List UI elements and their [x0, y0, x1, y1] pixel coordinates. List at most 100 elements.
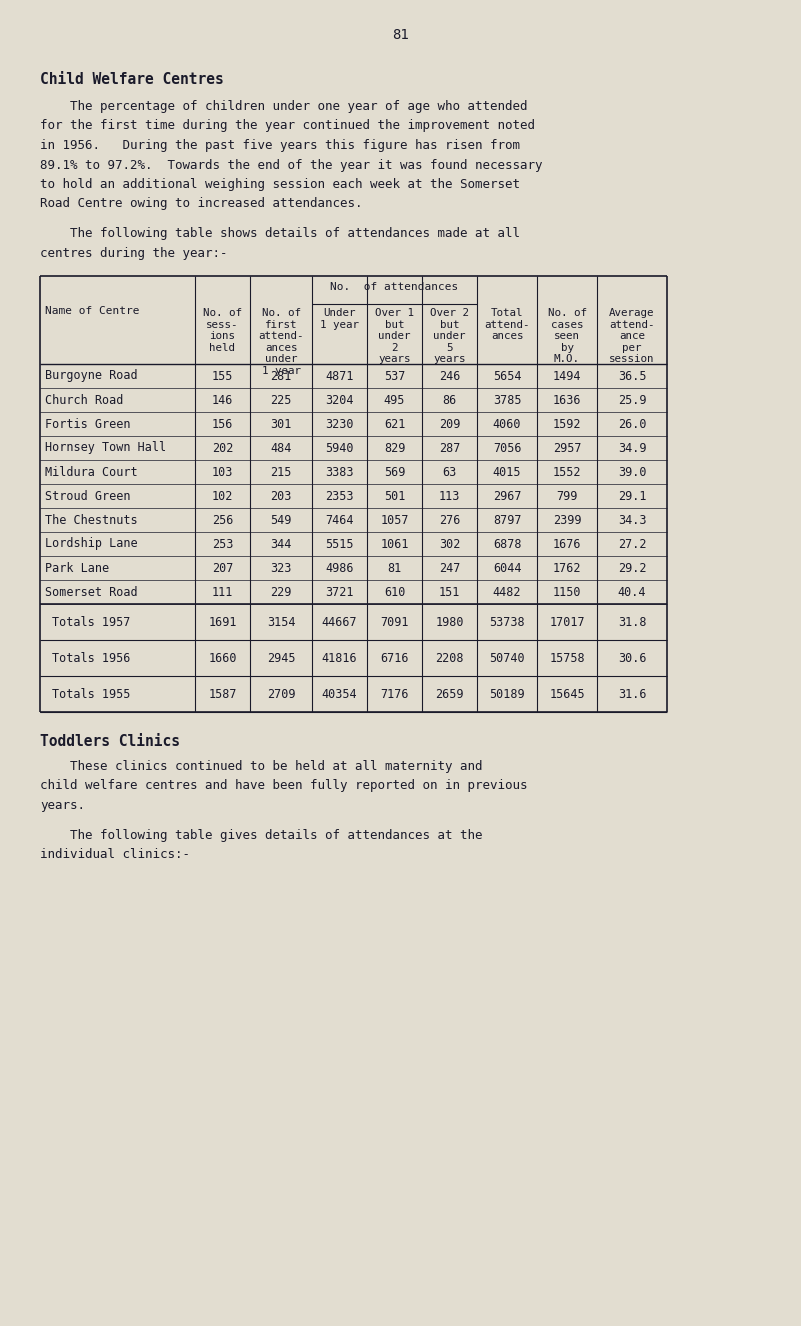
Text: Child Welfare Centres: Child Welfare Centres — [40, 72, 223, 88]
Text: 501: 501 — [384, 489, 405, 503]
Text: 799: 799 — [557, 489, 578, 503]
Text: 7464: 7464 — [325, 513, 354, 526]
Text: 40.4: 40.4 — [618, 586, 646, 598]
Text: Totals 1957: Totals 1957 — [52, 615, 131, 629]
Text: The following table shows details of attendances made at all: The following table shows details of att… — [40, 227, 520, 240]
Text: 7056: 7056 — [493, 442, 521, 455]
Text: 44667: 44667 — [322, 615, 357, 629]
Text: 323: 323 — [270, 561, 292, 574]
Text: Total
attend-
ances: Total attend- ances — [485, 308, 529, 341]
Text: 6878: 6878 — [493, 537, 521, 550]
Text: 281: 281 — [270, 370, 292, 382]
Text: 26.0: 26.0 — [618, 418, 646, 431]
Text: 344: 344 — [270, 537, 292, 550]
Text: 41816: 41816 — [322, 651, 357, 664]
Text: 2967: 2967 — [493, 489, 521, 503]
Text: 202: 202 — [211, 442, 233, 455]
Text: 829: 829 — [384, 442, 405, 455]
Text: 484: 484 — [270, 442, 292, 455]
Text: 34.9: 34.9 — [618, 442, 646, 455]
Text: 5515: 5515 — [325, 537, 354, 550]
Text: 146: 146 — [211, 394, 233, 407]
Text: 3721: 3721 — [325, 586, 354, 598]
Text: 549: 549 — [270, 513, 292, 526]
Text: These clinics continued to be held at all maternity and: These clinics continued to be held at al… — [40, 760, 482, 773]
Text: 89.1% to 97.2%.  Towards the end of the year it was found necessary: 89.1% to 97.2%. Towards the end of the y… — [40, 159, 542, 171]
Text: 1660: 1660 — [208, 651, 237, 664]
Text: 156: 156 — [211, 418, 233, 431]
Text: Somerset Road: Somerset Road — [45, 586, 138, 598]
Text: 86: 86 — [442, 394, 457, 407]
Text: Mildura Court: Mildura Court — [45, 465, 138, 479]
Text: 29.1: 29.1 — [618, 489, 646, 503]
Text: 229: 229 — [270, 586, 292, 598]
Text: 113: 113 — [439, 489, 461, 503]
Text: 103: 103 — [211, 465, 233, 479]
Text: Hornsey Town Hall: Hornsey Town Hall — [45, 442, 166, 455]
Text: Over 2
but
under
5
years: Over 2 but under 5 years — [430, 308, 469, 365]
Text: centres during the year:-: centres during the year:- — [40, 247, 227, 260]
Text: Under
1 year: Under 1 year — [320, 308, 359, 330]
Text: 1552: 1552 — [553, 465, 582, 479]
Text: 495: 495 — [384, 394, 405, 407]
Text: 207: 207 — [211, 561, 233, 574]
Text: 53738: 53738 — [489, 615, 525, 629]
Text: 30.6: 30.6 — [618, 651, 646, 664]
Text: 247: 247 — [439, 561, 461, 574]
Text: 34.3: 34.3 — [618, 513, 646, 526]
Text: 3785: 3785 — [493, 394, 521, 407]
Text: 7176: 7176 — [380, 687, 409, 700]
Text: 301: 301 — [270, 418, 292, 431]
Text: Stroud Green: Stroud Green — [45, 489, 131, 503]
Text: 3383: 3383 — [325, 465, 354, 479]
Text: 3154: 3154 — [267, 615, 296, 629]
Text: 1150: 1150 — [553, 586, 582, 598]
Text: Burgoyne Road: Burgoyne Road — [45, 370, 138, 382]
Text: 15758: 15758 — [549, 651, 585, 664]
Text: Fortis Green: Fortis Green — [45, 418, 131, 431]
Text: 2709: 2709 — [267, 687, 296, 700]
Text: No. of
sess-
ions
held: No. of sess- ions held — [203, 308, 242, 353]
Text: 6716: 6716 — [380, 651, 409, 664]
Text: 31.6: 31.6 — [618, 687, 646, 700]
Text: 36.5: 36.5 — [618, 370, 646, 382]
Text: 2399: 2399 — [553, 513, 582, 526]
Text: 569: 569 — [384, 465, 405, 479]
Text: 225: 225 — [270, 394, 292, 407]
Text: 1057: 1057 — [380, 513, 409, 526]
Text: individual clinics:-: individual clinics:- — [40, 849, 190, 861]
Text: 63: 63 — [442, 465, 457, 479]
Text: 1762: 1762 — [553, 561, 582, 574]
Text: Name of Centre: Name of Centre — [45, 306, 139, 316]
Text: 25.9: 25.9 — [618, 394, 646, 407]
Text: 15645: 15645 — [549, 687, 585, 700]
Text: 302: 302 — [439, 537, 461, 550]
Text: 2208: 2208 — [435, 651, 464, 664]
Text: to hold an additional weighing session each week at the Somerset: to hold an additional weighing session e… — [40, 178, 520, 191]
Text: 2945: 2945 — [267, 651, 296, 664]
Text: for the first time during the year continued the improvement noted: for the first time during the year conti… — [40, 119, 535, 133]
Text: 2353: 2353 — [325, 489, 354, 503]
Text: 2957: 2957 — [553, 442, 582, 455]
Text: 287: 287 — [439, 442, 461, 455]
Text: Lordship Lane: Lordship Lane — [45, 537, 138, 550]
Text: in 1956.   During the past five years this figure has risen from: in 1956. During the past five years this… — [40, 139, 520, 152]
Text: child welfare centres and have been fully reported on in previous: child welfare centres and have been full… — [40, 780, 528, 793]
Text: 1636: 1636 — [553, 394, 582, 407]
Text: The percentage of children under one year of age who attended: The percentage of children under one yea… — [40, 99, 528, 113]
Text: No. of
first
attend-
ances
under
1 year: No. of first attend- ances under 1 year — [258, 308, 304, 377]
Text: 111: 111 — [211, 586, 233, 598]
Text: 4986: 4986 — [325, 561, 354, 574]
Text: 276: 276 — [439, 513, 461, 526]
Text: 621: 621 — [384, 418, 405, 431]
Text: 81: 81 — [388, 561, 401, 574]
Text: The Chestnuts: The Chestnuts — [45, 513, 138, 526]
Text: 31.8: 31.8 — [618, 615, 646, 629]
Text: 3204: 3204 — [325, 394, 354, 407]
Text: 610: 610 — [384, 586, 405, 598]
Text: Road Centre owing to increased attendances.: Road Centre owing to increased attendanc… — [40, 198, 363, 211]
Text: 537: 537 — [384, 370, 405, 382]
Text: 4015: 4015 — [493, 465, 521, 479]
Text: 4060: 4060 — [493, 418, 521, 431]
Text: 17017: 17017 — [549, 615, 585, 629]
